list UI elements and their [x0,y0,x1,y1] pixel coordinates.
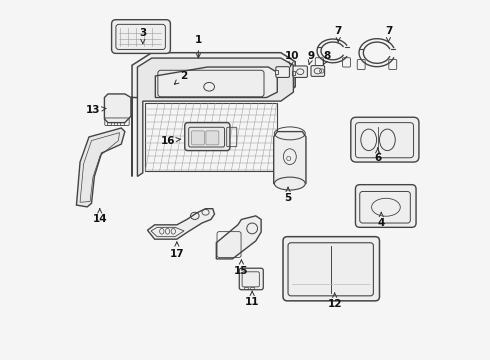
Text: 8: 8 [323,51,331,64]
Bar [114,122,117,126]
FancyBboxPatch shape [276,67,290,77]
Polygon shape [274,132,306,184]
Text: 11: 11 [245,291,259,307]
FancyBboxPatch shape [283,237,379,301]
Text: O: O [286,156,292,162]
Text: 1: 1 [195,35,202,58]
Polygon shape [147,209,215,239]
FancyBboxPatch shape [311,66,324,76]
Text: 2: 2 [174,71,188,84]
FancyBboxPatch shape [206,131,219,145]
Text: 9: 9 [308,51,315,64]
Text: 3: 3 [139,28,147,44]
Text: 6: 6 [374,148,381,163]
Text: 7: 7 [385,26,392,42]
FancyBboxPatch shape [351,117,419,162]
Text: 17: 17 [170,242,184,258]
Bar [275,70,278,74]
Bar [250,287,254,289]
Polygon shape [155,67,277,98]
Bar [120,122,124,126]
Text: 4: 4 [378,212,385,228]
Text: 14: 14 [93,209,107,224]
Polygon shape [137,58,294,176]
Polygon shape [104,94,131,123]
Bar [245,287,248,289]
Polygon shape [76,128,125,207]
Bar [107,122,111,126]
Bar [292,71,295,75]
FancyBboxPatch shape [293,66,307,77]
Ellipse shape [274,177,305,190]
FancyBboxPatch shape [112,20,171,53]
FancyBboxPatch shape [239,268,263,290]
Polygon shape [132,53,295,176]
FancyBboxPatch shape [355,185,416,227]
Text: 13: 13 [85,105,106,115]
FancyBboxPatch shape [192,131,204,145]
Text: 5: 5 [284,187,292,203]
Text: 15: 15 [234,260,248,276]
Text: 7: 7 [335,26,342,42]
Text: 12: 12 [327,293,342,309]
FancyBboxPatch shape [185,123,230,150]
Text: 16: 16 [161,136,181,145]
Polygon shape [216,216,261,259]
Text: 10: 10 [284,51,299,67]
